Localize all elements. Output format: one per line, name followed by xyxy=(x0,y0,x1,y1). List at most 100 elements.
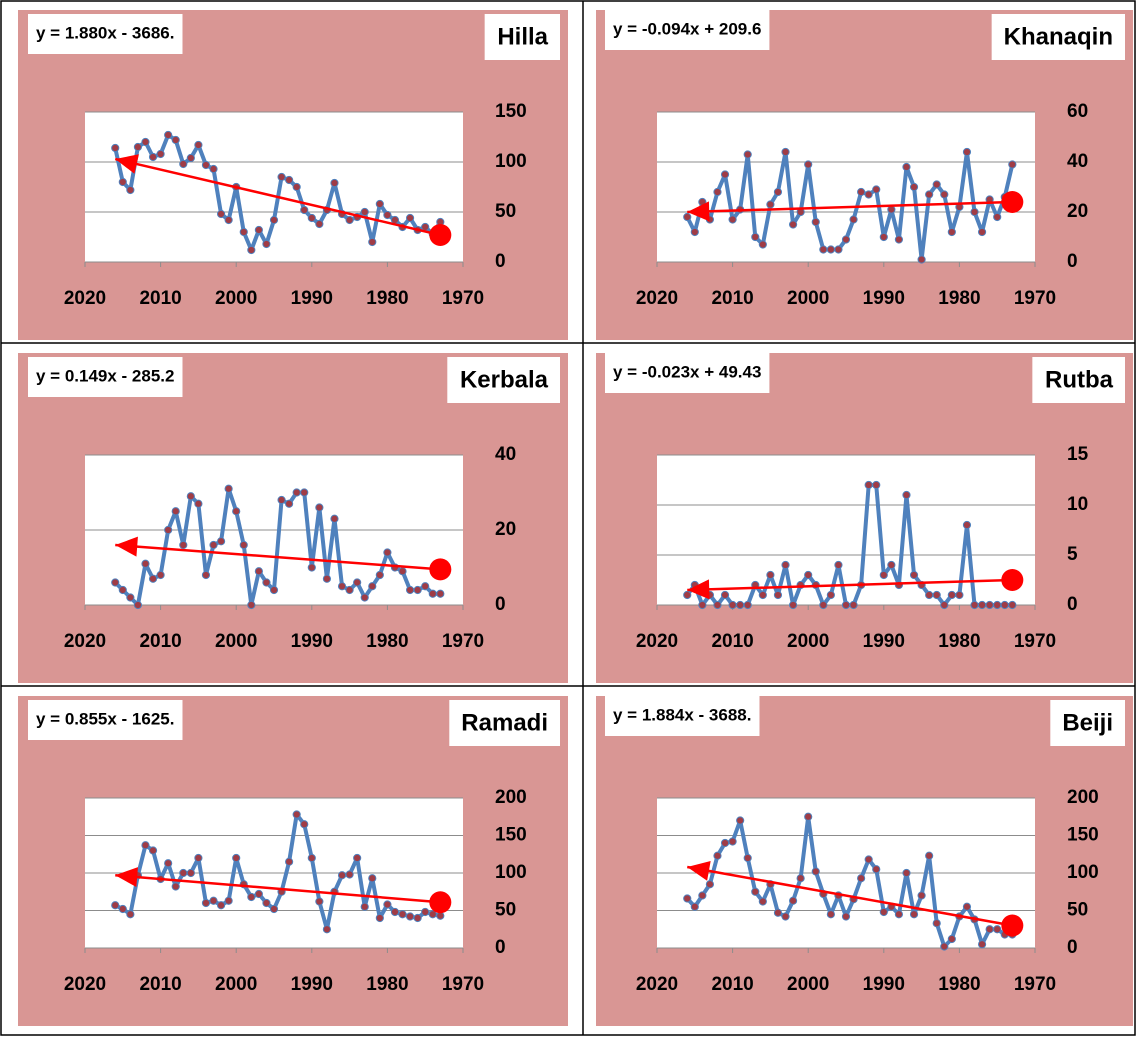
data-point xyxy=(841,600,851,610)
data-point xyxy=(118,177,127,187)
x-tick-label: 1980 xyxy=(938,974,980,995)
data-point xyxy=(164,525,173,535)
data-point xyxy=(909,910,919,919)
data-point xyxy=(247,892,256,902)
data-point xyxy=(111,143,120,153)
trend-line xyxy=(115,543,441,571)
data-point xyxy=(186,153,195,163)
data-point xyxy=(254,889,263,899)
data-point xyxy=(262,578,271,587)
station-name-box xyxy=(449,700,560,746)
data-point xyxy=(405,585,415,595)
data-point xyxy=(728,215,737,224)
y-tick-label: 40 xyxy=(1067,151,1088,172)
chart-panel: 0 20 40 60 2020 2010 2000 1990 1980 1970 y = -0.09… xyxy=(596,10,1133,340)
data-point xyxy=(705,880,715,889)
station-name: Hilla xyxy=(497,23,548,50)
data-point xyxy=(269,585,279,595)
data-point xyxy=(819,245,828,254)
data-point xyxy=(307,213,316,223)
data-point xyxy=(947,590,956,600)
data-point xyxy=(841,235,851,244)
data-point xyxy=(720,838,730,848)
data-point xyxy=(330,514,339,523)
data-point xyxy=(111,901,120,910)
x-tick-label: 1980 xyxy=(366,974,408,995)
equation: y = 0.855x - 1625. xyxy=(36,709,174,728)
x-tick-label: 1970 xyxy=(1014,974,1056,995)
data-point xyxy=(857,187,866,197)
trend-line xyxy=(114,157,441,237)
data-point xyxy=(1000,600,1009,610)
data-point xyxy=(164,859,173,868)
data-point xyxy=(421,582,430,591)
station-name-box xyxy=(1032,357,1125,403)
data-point xyxy=(224,896,233,905)
data-point xyxy=(902,490,911,500)
data-point xyxy=(368,582,377,591)
data-point xyxy=(834,560,843,570)
chart-panel: 0 50 100 150 2020 2010 2000 1990 1980 1970 y = 1.8… xyxy=(18,10,568,340)
trend-end-dot xyxy=(1001,569,1024,591)
y-tick-label: 0 xyxy=(1067,251,1078,272)
x-tick-label: 2010 xyxy=(139,288,181,309)
x-tick-label: 1990 xyxy=(863,974,905,995)
data-point xyxy=(390,215,400,225)
data-point xyxy=(224,215,233,225)
y-tick-label: 150 xyxy=(1067,825,1099,846)
data-point xyxy=(171,135,180,145)
data-point xyxy=(751,232,760,242)
y-tick-label: 5 xyxy=(1067,544,1078,565)
equation-box xyxy=(28,357,183,397)
data-point xyxy=(201,160,211,170)
data-point xyxy=(405,213,415,223)
data-point xyxy=(826,910,835,919)
data-point xyxy=(216,209,226,219)
data-point xyxy=(375,199,384,209)
data-point xyxy=(375,570,384,580)
chart-panel: 0 50 100 150 200 2020 2010 2000 1990 1980 1970 y = … xyxy=(596,696,1133,1026)
data-point xyxy=(804,160,813,169)
data-point xyxy=(758,897,767,906)
x-tick-label: 1970 xyxy=(442,974,484,995)
plot-area xyxy=(85,112,463,262)
equation-box xyxy=(28,14,183,54)
data-point xyxy=(993,925,1002,934)
data-point xyxy=(947,227,956,237)
data-point xyxy=(141,841,150,850)
y-tick-label: 60 xyxy=(1067,101,1088,122)
data-point xyxy=(947,934,956,944)
data-point xyxy=(864,480,873,490)
data-point xyxy=(932,919,941,928)
data-point xyxy=(993,600,1002,610)
y-tick-label: 40 xyxy=(495,444,516,465)
data-point xyxy=(292,488,301,497)
data-point xyxy=(307,563,316,572)
data-point xyxy=(788,896,798,905)
data-point xyxy=(811,217,820,227)
data-point xyxy=(683,590,692,600)
data-point xyxy=(224,484,233,493)
data-point xyxy=(720,590,730,600)
trend-arrowhead xyxy=(115,867,138,888)
y-tick-label: 150 xyxy=(495,101,527,122)
x-tick-label: 1990 xyxy=(291,288,333,309)
data-point xyxy=(247,600,256,610)
data-point xyxy=(751,887,760,896)
data-point xyxy=(428,589,437,598)
data-point xyxy=(773,590,783,600)
data-point xyxy=(232,853,241,863)
data-point xyxy=(436,589,445,598)
data-point xyxy=(413,585,422,595)
data-point xyxy=(932,180,941,189)
data-point xyxy=(720,170,730,179)
x-tick-label: 1990 xyxy=(863,631,905,652)
trend-arrowhead xyxy=(115,154,139,174)
data-point xyxy=(970,207,979,217)
x-tick-label: 1990 xyxy=(863,288,905,309)
x-tick-label: 2000 xyxy=(787,288,829,309)
station-name-box xyxy=(447,357,560,403)
trend-arrowhead xyxy=(687,861,711,881)
y-tick-label: 50 xyxy=(495,900,516,921)
